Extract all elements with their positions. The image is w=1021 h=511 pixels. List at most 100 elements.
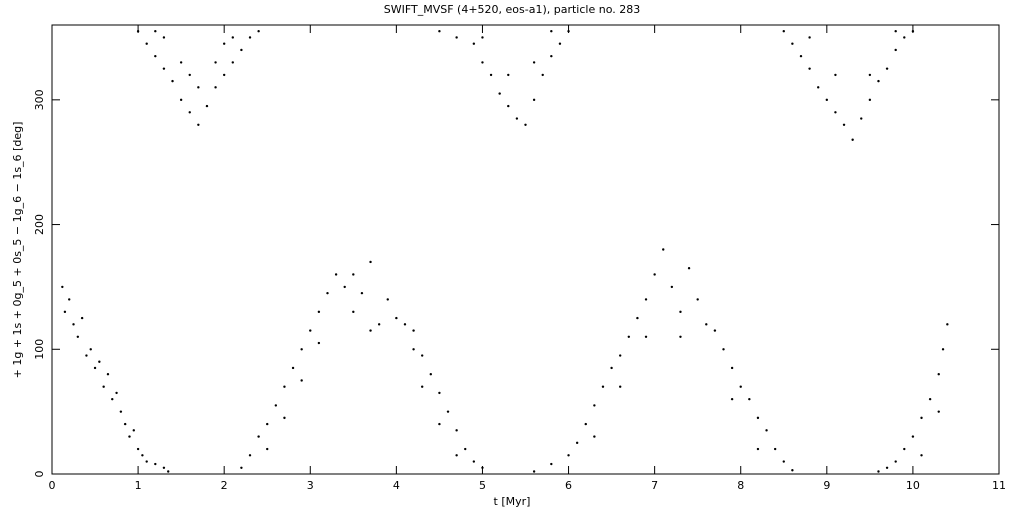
data-point: [412, 329, 415, 332]
data-point: [851, 138, 854, 141]
data-point: [782, 460, 785, 463]
data-point: [825, 98, 829, 102]
data-point: [222, 42, 226, 45]
data-point: [274, 404, 278, 407]
data-point: [455, 454, 458, 457]
data-point: [670, 285, 674, 289]
data-point: [115, 391, 118, 395]
x-tick-label: 8: [737, 479, 744, 492]
data-point: [627, 335, 631, 339]
data-point: [524, 123, 527, 126]
data-point: [102, 385, 105, 388]
data-point: [72, 323, 75, 326]
data-point: [730, 397, 734, 401]
data-point: [80, 316, 84, 320]
data-point: [481, 466, 484, 469]
data-point: [403, 323, 407, 326]
x-tick-label: 0: [49, 479, 56, 492]
data-point: [420, 354, 424, 357]
data-point: [257, 30, 260, 33]
data-point: [558, 42, 562, 45]
data-point: [593, 404, 596, 407]
data-point: [197, 86, 200, 89]
data-point: [601, 385, 605, 388]
data-point: [123, 422, 127, 426]
data-point: [679, 335, 682, 339]
data-point: [68, 298, 71, 301]
data-point: [136, 30, 140, 33]
data-point: [877, 470, 880, 473]
data-point: [162, 36, 166, 39]
data-point: [231, 36, 234, 39]
data-point: [636, 316, 639, 320]
data-point: [472, 460, 476, 463]
data-point: [541, 73, 544, 77]
data-point: [713, 329, 717, 332]
data-point: [808, 36, 811, 39]
data-point: [782, 30, 785, 33]
data-point: [498, 92, 501, 95]
data-point: [619, 385, 622, 388]
data-point: [326, 291, 329, 295]
data-point: [868, 98, 872, 102]
data-point: [765, 429, 768, 432]
data-point: [481, 61, 484, 64]
data-point: [756, 447, 760, 451]
data-point: [93, 366, 97, 370]
data-point: [377, 323, 381, 326]
data-point: [507, 104, 510, 108]
data-point: [61, 285, 64, 289]
data-point: [222, 73, 226, 77]
data-point: [903, 36, 906, 39]
data-point: [532, 470, 536, 473]
data-point: [472, 42, 476, 45]
data-point: [154, 30, 157, 33]
x-tick-label: 4: [393, 479, 400, 492]
data-point: [283, 385, 286, 388]
data-point: [369, 329, 372, 332]
data-point: [705, 323, 708, 326]
x-axis-label: t [Myr]: [494, 495, 531, 508]
data-point: [877, 79, 880, 83]
data-point: [136, 447, 140, 451]
data-point: [240, 466, 243, 469]
data-point: [567, 454, 570, 457]
data-point: [834, 111, 837, 114]
y-tick-label: 200: [33, 214, 46, 235]
data-point: [722, 348, 725, 351]
data-point: [644, 335, 648, 339]
data-point: [894, 48, 897, 52]
data-point: [894, 460, 897, 463]
data-point: [455, 36, 458, 39]
y-tick-label: 0: [33, 471, 46, 478]
data-point: [532, 61, 536, 64]
x-tick-label: 2: [221, 479, 228, 492]
data-point: [266, 422, 269, 426]
data-point: [799, 54, 803, 58]
data-point: [283, 416, 286, 420]
data-point: [438, 391, 441, 395]
data-point: [920, 416, 923, 420]
data-point: [619, 354, 622, 357]
data-point: [438, 30, 441, 33]
data-point: [481, 36, 484, 39]
data-point: [240, 48, 243, 52]
data-point: [937, 410, 940, 413]
data-point: [171, 79, 174, 83]
data-point: [550, 54, 553, 58]
data-point: [903, 447, 906, 451]
x-tick-label: 6: [565, 479, 572, 492]
data-point: [644, 298, 648, 301]
data-point: [205, 104, 209, 108]
x-tick-label: 5: [479, 479, 486, 492]
data-point: [395, 316, 398, 320]
data-point: [842, 123, 846, 126]
data-point: [756, 416, 760, 420]
data-point: [730, 366, 734, 370]
data-point: [179, 98, 183, 102]
data-point: [352, 273, 355, 276]
data-point: [446, 410, 450, 413]
data-point: [885, 67, 889, 70]
x-tick-label: 7: [651, 479, 658, 492]
data-point: [489, 73, 493, 77]
